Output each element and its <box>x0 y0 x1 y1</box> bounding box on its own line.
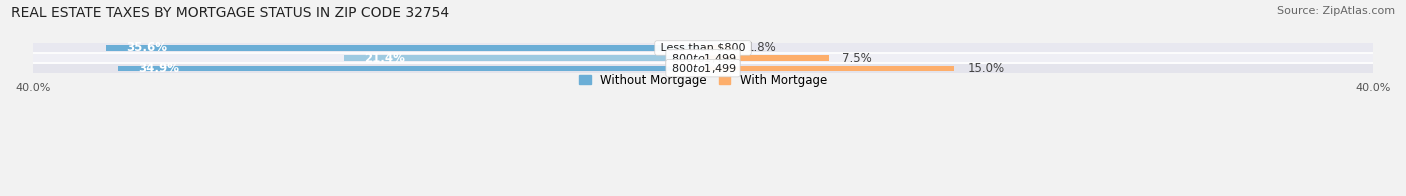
Legend: Without Mortgage, With Mortgage: Without Mortgage, With Mortgage <box>574 69 832 91</box>
Bar <box>107 45 703 51</box>
Text: REAL ESTATE TAXES BY MORTGAGE STATUS IN ZIP CODE 32754: REAL ESTATE TAXES BY MORTGAGE STATUS IN … <box>11 6 450 20</box>
Bar <box>703 55 828 61</box>
Text: $800 to $1,499: $800 to $1,499 <box>668 52 738 64</box>
Text: Source: ZipAtlas.com: Source: ZipAtlas.com <box>1277 6 1395 16</box>
Text: 1.8%: 1.8% <box>747 42 776 54</box>
Bar <box>32 54 1374 63</box>
Text: 15.0%: 15.0% <box>967 62 1005 75</box>
Text: 35.6%: 35.6% <box>127 42 167 54</box>
Bar <box>32 44 1374 53</box>
Bar <box>32 64 1374 73</box>
Bar <box>118 65 703 71</box>
Text: $800 to $1,499: $800 to $1,499 <box>668 62 738 75</box>
Bar <box>703 65 955 71</box>
Text: 21.4%: 21.4% <box>364 52 405 64</box>
Text: Less than $800: Less than $800 <box>657 43 749 53</box>
Text: 34.9%: 34.9% <box>138 62 179 75</box>
Text: 7.5%: 7.5% <box>842 52 872 64</box>
Bar <box>344 55 703 61</box>
Bar <box>703 45 733 51</box>
